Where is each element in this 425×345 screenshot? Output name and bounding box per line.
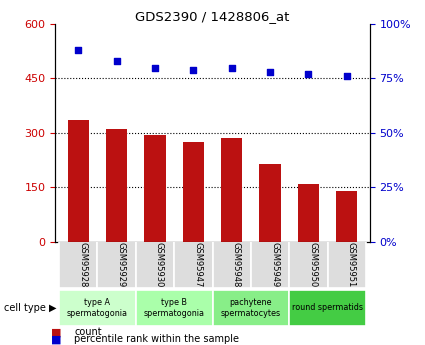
Bar [136, 241, 174, 288]
Text: percentile rank within the sample: percentile rank within the sample [74, 334, 239, 344]
Bar [251, 241, 289, 288]
Bar [106, 129, 127, 242]
Point [305, 71, 312, 77]
Bar [289, 290, 366, 326]
Bar [68, 120, 89, 242]
Point [152, 65, 159, 70]
Text: GSM95949: GSM95949 [270, 242, 279, 287]
Text: type B
spermatogonia: type B spermatogonia [144, 298, 205, 318]
Bar [212, 241, 251, 288]
Text: cell type ▶: cell type ▶ [4, 303, 57, 313]
Bar [97, 241, 136, 288]
Text: ■: ■ [51, 334, 62, 344]
Title: GDS2390 / 1428806_at: GDS2390 / 1428806_at [135, 10, 290, 23]
Point [228, 65, 235, 70]
Bar [59, 290, 136, 326]
Text: count: count [74, 327, 102, 337]
Text: round spermatids: round spermatids [292, 303, 363, 313]
Text: GSM95948: GSM95948 [232, 242, 241, 287]
Point [190, 67, 197, 72]
Text: GSM95930: GSM95930 [155, 242, 164, 287]
Bar [212, 290, 289, 326]
Text: GSM95929: GSM95929 [116, 242, 126, 287]
Bar [136, 290, 212, 326]
Text: type A
spermatogonia: type A spermatogonia [67, 298, 128, 318]
Bar [336, 191, 357, 242]
Bar [183, 142, 204, 242]
Text: pachytene
spermatocytes: pachytene spermatocytes [221, 298, 281, 318]
Bar [59, 241, 97, 288]
Text: GSM95950: GSM95950 [309, 242, 317, 287]
Text: ■: ■ [51, 327, 62, 337]
Text: GSM95951: GSM95951 [347, 242, 356, 287]
Bar [289, 241, 328, 288]
Point [343, 73, 350, 79]
Bar [144, 135, 165, 242]
Bar [298, 184, 319, 242]
Bar [174, 241, 212, 288]
Text: GSM95947: GSM95947 [193, 242, 202, 287]
Point [113, 58, 120, 64]
Bar [328, 241, 366, 288]
Point [266, 69, 273, 75]
Text: GSM95928: GSM95928 [78, 242, 87, 287]
Bar [260, 164, 280, 242]
Point [75, 48, 82, 53]
Bar [221, 138, 242, 241]
